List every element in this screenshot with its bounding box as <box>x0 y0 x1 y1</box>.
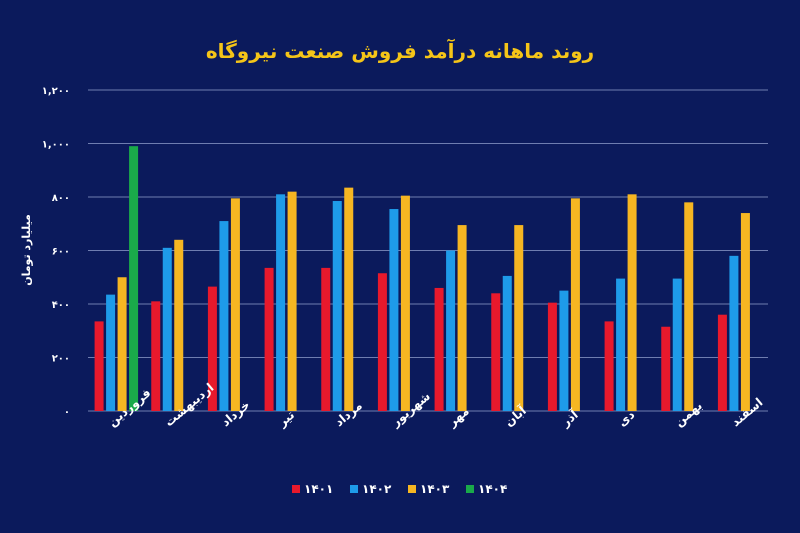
bar <box>377 273 387 411</box>
bar <box>661 326 671 411</box>
bar <box>207 286 217 411</box>
grid-lines <box>88 89 768 412</box>
y-tick-label: ۱,۰۰۰ <box>42 140 70 151</box>
bar <box>219 221 229 411</box>
y-tick-label: ۰ <box>64 407 70 418</box>
bar <box>547 302 557 411</box>
bar <box>321 267 331 411</box>
bar <box>106 294 116 411</box>
bar <box>276 194 286 411</box>
legend-swatch <box>466 485 474 493</box>
bar <box>174 239 184 411</box>
bar <box>151 301 161 411</box>
bars <box>94 146 750 412</box>
bar <box>434 287 444 411</box>
y-tick-label: ۲۰۰ <box>52 354 70 365</box>
bar <box>502 275 512 411</box>
bar <box>389 209 399 411</box>
bar <box>684 202 694 411</box>
bar <box>400 195 410 411</box>
bar <box>740 213 750 411</box>
bar <box>672 278 682 411</box>
bar <box>457 225 467 411</box>
y-tick-label: ۸۰۰ <box>52 193 70 204</box>
bar <box>332 201 342 411</box>
y-axis-label: میلیارد تومان <box>20 214 33 286</box>
bar <box>446 250 456 411</box>
y-tick-label: ۴۰۰ <box>52 300 70 311</box>
bar <box>287 191 297 411</box>
y-tick-label: ۱,۲۰۰ <box>42 86 70 97</box>
legend: ۱۴۰۱ ۱۴۰۲ ۱۴۰۳ ۱۴۰۴ <box>292 482 507 496</box>
bar <box>264 267 274 411</box>
bar <box>491 293 501 411</box>
bar <box>717 314 727 411</box>
bar <box>604 321 614 411</box>
legend-swatch <box>408 485 416 493</box>
bar <box>627 194 637 411</box>
legend-label: ۱۴۰۲ <box>362 482 392 496</box>
bar <box>514 225 524 411</box>
legend-label: ۱۴۰۴ <box>478 482 507 496</box>
bar <box>344 187 354 411</box>
y-tick-labels: ۰ ۲۰۰ ۴۰۰ ۶۰۰ ۸۰۰ ۱,۰۰۰ ۱,۲۰۰ <box>42 86 70 418</box>
bar <box>129 146 139 412</box>
y-tick-label: ۶۰۰ <box>52 247 70 258</box>
bar <box>729 255 739 411</box>
legend-label: ۱۴۰۳ <box>420 482 450 496</box>
bar <box>162 247 172 411</box>
legend-swatch <box>350 485 358 493</box>
legend-swatch <box>292 485 300 493</box>
bar <box>570 198 580 411</box>
bar <box>559 290 569 411</box>
legend-label: ۱۴۰۱ <box>304 482 333 496</box>
chart-title: روند ماهانه درآمد فروش صنعت نیروگاه <box>206 38 594 63</box>
bar <box>94 321 104 411</box>
bar <box>230 198 240 411</box>
bar <box>117 277 127 411</box>
bar <box>616 278 626 411</box>
